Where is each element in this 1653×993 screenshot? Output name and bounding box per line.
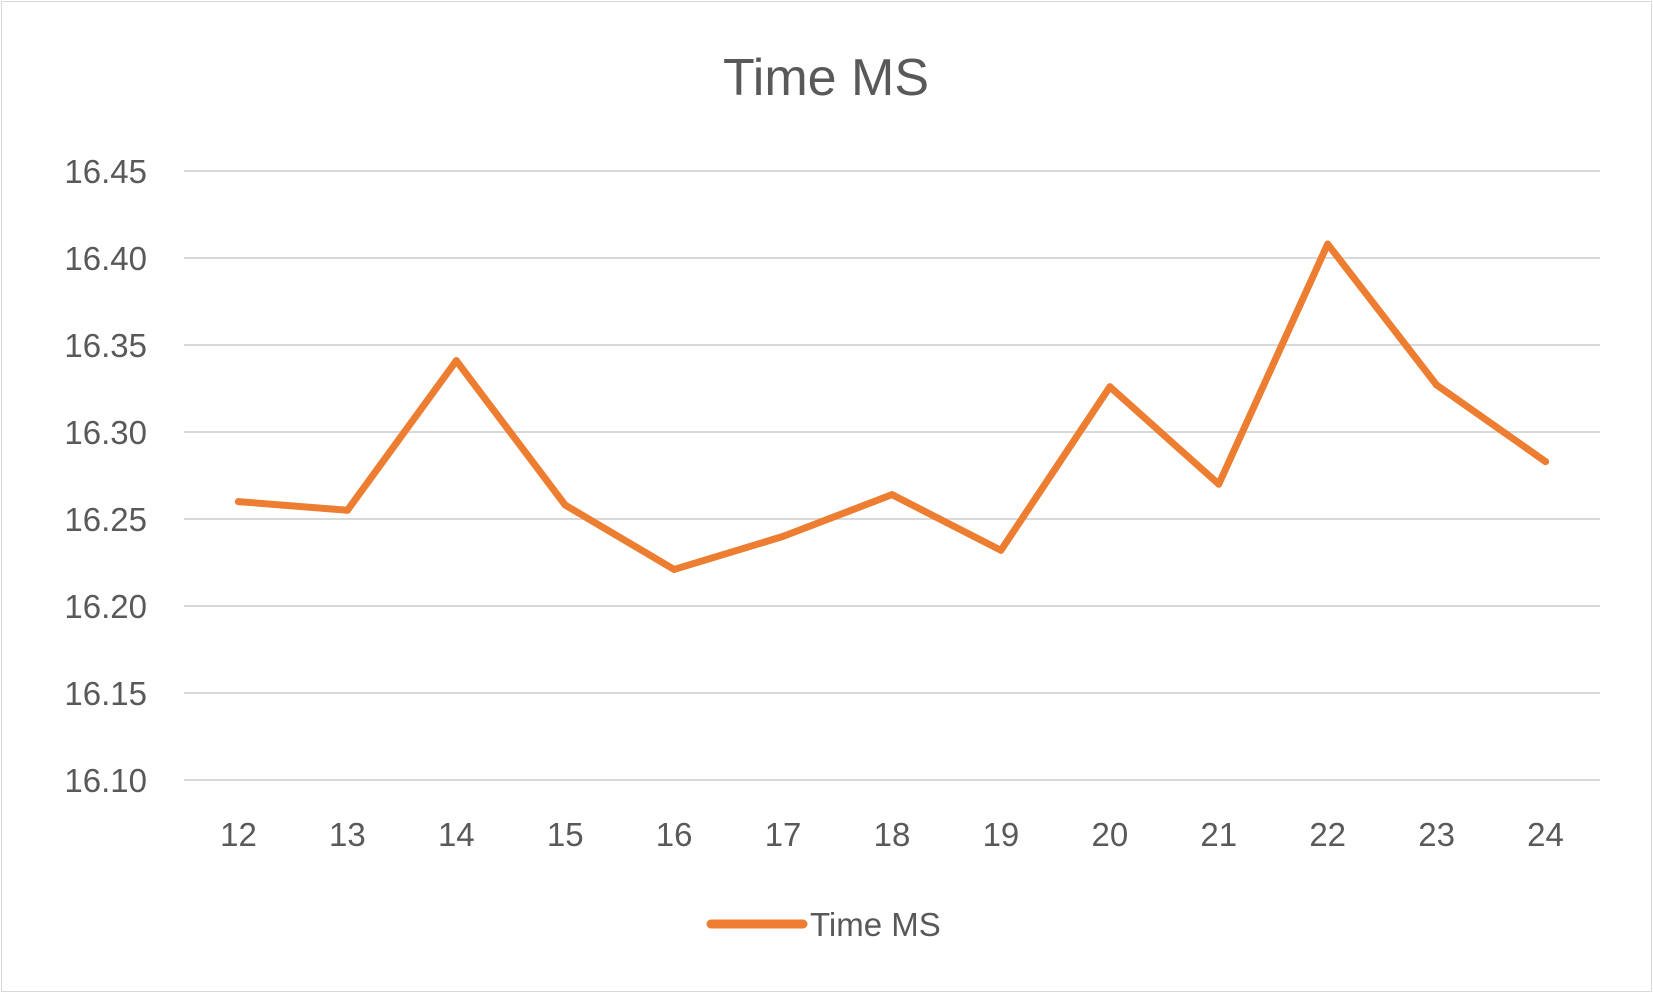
x-tick-label: 13: [329, 816, 366, 853]
data-point[interactable]: [888, 491, 896, 499]
x-tick-label: 15: [547, 816, 584, 853]
data-point[interactable]: [1542, 458, 1550, 466]
x-tick-label: 18: [874, 816, 911, 853]
x-tick-label: 20: [1091, 816, 1128, 853]
data-point[interactable]: [561, 501, 569, 509]
series-layer: [234, 240, 1550, 573]
y-tick-label: 16.10: [64, 762, 147, 799]
data-point[interactable]: [997, 546, 1005, 554]
x-tick-label: 24: [1527, 816, 1564, 853]
y-tick-label: 16.15: [64, 675, 147, 712]
data-point[interactable]: [670, 565, 678, 573]
data-point[interactable]: [234, 498, 242, 506]
data-point[interactable]: [343, 506, 351, 514]
y-tick-label: 16.35: [64, 327, 147, 364]
data-point[interactable]: [1324, 240, 1332, 248]
y-tick-label: 16.40: [64, 240, 147, 277]
legend-label-time-ms: Time MS: [810, 906, 941, 943]
legend[interactable]: Time MS: [706, 906, 941, 943]
x-axis: 12 13 14 15 16 17 18 19 20 21 22 23 24: [220, 816, 1564, 853]
gridlines: [184, 170, 1600, 781]
data-point[interactable]: [452, 357, 460, 365]
x-tick-label: 23: [1418, 816, 1455, 853]
x-tick-label: 16: [656, 816, 693, 853]
x-tick-label: 14: [438, 816, 475, 853]
y-tick-label: 16.20: [64, 588, 147, 625]
x-tick-label: 19: [983, 816, 1020, 853]
y-tick-label: 16.30: [64, 414, 147, 451]
data-point[interactable]: [1433, 381, 1441, 389]
x-tick-label: 21: [1200, 816, 1237, 853]
series-line-time-ms[interactable]: [234, 240, 1550, 573]
x-tick-label: 12: [220, 816, 257, 853]
data-point[interactable]: [1215, 480, 1223, 488]
x-tick-label: 17: [765, 816, 802, 853]
chart-title: Time MS: [723, 49, 929, 107]
y-axis: 16.10 16.15 16.20 16.25 16.30 16.35 16.40 16.45: [64, 153, 147, 799]
x-tick-label: 22: [1309, 816, 1346, 853]
y-tick-label: 16.25: [64, 501, 147, 538]
data-point[interactable]: [779, 532, 787, 540]
data-point[interactable]: [1106, 383, 1114, 391]
y-tick-label: 16.45: [64, 153, 147, 190]
